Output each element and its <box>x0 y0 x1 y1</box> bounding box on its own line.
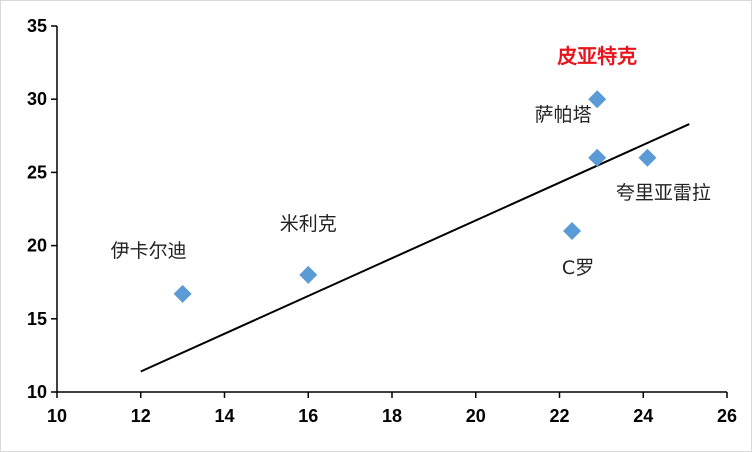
x-tick-label: 26 <box>717 406 737 426</box>
y-axis: 10 15 20 25 30 35 <box>27 16 58 402</box>
x-tick-label: 18 <box>382 406 402 426</box>
data-point-marker <box>299 265 318 284</box>
x-tick-label: 12 <box>131 406 151 426</box>
x-tick-label: 10 <box>47 406 67 426</box>
data-point-marker <box>638 148 657 167</box>
trendline <box>140 123 690 373</box>
y-tick-label: 25 <box>27 162 47 182</box>
trendline-group <box>140 123 690 373</box>
data-point-marker <box>588 90 607 109</box>
y-tick-label: 35 <box>27 16 47 36</box>
data-point-marker <box>173 284 192 303</box>
data-point-label: 伊卡尔迪 <box>111 240 187 262</box>
data-point-label: 夸里亚雷拉 <box>616 182 711 204</box>
y-tick-label: 15 <box>27 309 47 329</box>
y-tick-label: 30 <box>27 89 47 109</box>
x-axis: 10 12 14 16 18 20 22 24 26 <box>47 391 737 426</box>
x-tick-label: 14 <box>214 406 234 426</box>
x-tick-label: 16 <box>298 406 318 426</box>
x-tick-label: 22 <box>549 406 569 426</box>
y-tick-label: 10 <box>27 382 47 402</box>
data-point-marker <box>563 221 582 240</box>
x-tick-label: 20 <box>466 406 486 426</box>
data-point-label: 皮亚特克 <box>557 44 637 68</box>
data-point-label: C罗 <box>562 257 594 279</box>
data-point-label: 萨帕塔 <box>535 104 592 126</box>
data-point-marker <box>588 148 607 167</box>
x-tick-label: 24 <box>633 406 653 426</box>
data-points <box>173 90 657 303</box>
data-point-label: 米利克 <box>280 213 337 235</box>
y-tick-label: 20 <box>27 236 47 256</box>
